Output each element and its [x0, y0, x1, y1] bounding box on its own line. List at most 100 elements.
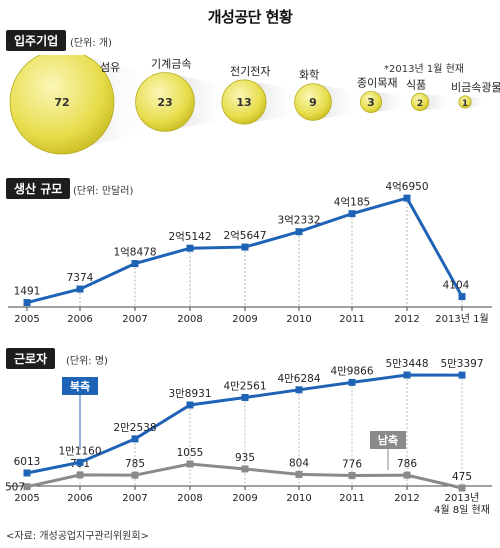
data-point-south: [186, 460, 194, 468]
legend-label-south: 남측: [378, 433, 398, 447]
data-label-south: 1055: [177, 447, 204, 459]
bubble-value: 3: [367, 96, 375, 109]
x-tick-label: 2006: [67, 493, 92, 504]
data-label-south: 776: [342, 459, 362, 471]
data-label-north: 4만9866: [330, 365, 373, 377]
x-tick-label: 2012: [394, 314, 419, 325]
bubble-value: 72: [54, 96, 69, 109]
bubble: [221, 79, 267, 125]
x-tick-label: 2013년 4월 8일 현재: [434, 492, 490, 516]
bubble-category-label: 기계금속: [151, 58, 191, 71]
data-label-south: 804: [289, 457, 309, 469]
bubble-category-label: 섬유: [100, 61, 120, 74]
bubble-value: 2: [417, 99, 423, 109]
bubble-category-label: 식품: [406, 78, 426, 91]
bubble-category-label: 비금속광물: [451, 81, 500, 94]
data-label-north: 1만1160: [58, 445, 101, 457]
x-tick-label: 2005: [14, 493, 39, 504]
data-label: 3억2332: [277, 215, 320, 227]
data-point-north: [403, 371, 411, 379]
data-label-south: 475: [452, 471, 472, 483]
data-point: [241, 243, 249, 251]
bubble-shadow: [371, 91, 410, 113]
data-label: 2억5142: [168, 231, 211, 243]
bubble-category-label: 전기전자: [230, 65, 270, 78]
production-line-chart: 2005 2006 2007 2008 2009 2010 2011 2012 2013년 1월…: [8, 181, 492, 325]
data-point-north: [295, 386, 303, 394]
bubble-value: 9: [309, 96, 317, 109]
legend-tag-south: [370, 431, 406, 449]
section-label-workers: 근로자: [6, 348, 56, 369]
data-label: 7374: [67, 272, 94, 284]
x-tick-label: 2013년 1월: [435, 313, 488, 325]
x-tick-label: 2010: [286, 493, 311, 504]
x-tick-label: 2006: [67, 314, 92, 325]
source-note: <자료: 개성공업지구관리위원회>: [6, 531, 149, 542]
x-tick-label: 2011: [339, 493, 364, 504]
data-label-north: 3만8931: [168, 388, 211, 400]
data-point-south: [76, 471, 84, 479]
x-tick-label: 2009: [232, 493, 257, 504]
bubble-category-label: 화학: [299, 69, 319, 82]
data-point-north: [241, 393, 249, 401]
data-label-north: 5만3397: [440, 358, 483, 370]
legend-label-north: 북측: [70, 379, 90, 393]
section-label-production: 생산 규모: [6, 178, 71, 199]
x-tick-label: 2008: [177, 493, 202, 504]
data-label-south: 785: [125, 458, 145, 470]
data-label-north: 6013: [14, 456, 41, 468]
note-companies: *2013년 1월 현재: [384, 64, 464, 75]
unit-production: (단위: 만달러): [73, 186, 134, 197]
bubble-value: 23: [157, 96, 172, 109]
data-point-south: [458, 484, 466, 492]
data-point-south: [348, 472, 356, 480]
bubble: [458, 95, 472, 109]
data-point: [131, 260, 139, 268]
workers-line-chart: 2005 2006 2007 2008 2009 2010 2011 2012 2013년 4월 …: [5, 358, 492, 516]
data-label-south: 935: [235, 452, 255, 464]
x-tick-label: 2007: [122, 314, 147, 325]
data-point-south: [241, 465, 249, 473]
data-label-south: 507: [5, 482, 25, 494]
bubble-shadow: [420, 93, 455, 111]
data-point-north: [186, 401, 194, 409]
data-point-south: [131, 471, 139, 479]
x-tick-label: 2007: [122, 493, 147, 504]
x-tick-label: 2012: [394, 493, 419, 504]
x-tick-label: 2008: [177, 314, 202, 325]
data-label-north: 4만2561: [223, 380, 266, 392]
data-label: 1491: [14, 286, 41, 298]
x-tick-label: 2009: [232, 314, 257, 325]
data-point-north: [76, 458, 84, 466]
bubble: [359, 90, 383, 114]
bubble: [9, 55, 115, 155]
data-label: 4104: [443, 280, 470, 292]
bubble-category-label: 종이목재: [357, 76, 397, 89]
section-label-companies: 입주기업: [6, 30, 67, 51]
bubble: [410, 92, 430, 112]
bubble: [135, 72, 195, 132]
data-point-north: [458, 371, 466, 379]
data-label-south: 786: [397, 458, 417, 470]
data-label-north: 4만6284: [277, 373, 320, 385]
data-point-north: [131, 435, 139, 443]
x-tick-label: 2011: [339, 314, 364, 325]
legend-tag-north: [62, 377, 98, 395]
x-tick-label: 2005: [14, 314, 39, 325]
x-tick-label: 2010: [286, 314, 311, 325]
data-point: [348, 210, 356, 218]
bubble-value: 13: [236, 96, 251, 109]
data-label: 2억5647: [223, 230, 266, 242]
data-point-south: [23, 483, 31, 491]
data-point-south: [403, 471, 411, 479]
data-point: [23, 299, 31, 307]
data-point-north: [23, 469, 31, 477]
data-point: [295, 228, 303, 236]
data-label: 1억8478: [113, 247, 156, 259]
bubble: [294, 83, 332, 121]
data-point: [186, 244, 194, 252]
data-label: 4억6950: [385, 181, 428, 193]
bubble-value: 1: [462, 99, 468, 109]
unit-workers: (단위: 명): [66, 356, 108, 367]
